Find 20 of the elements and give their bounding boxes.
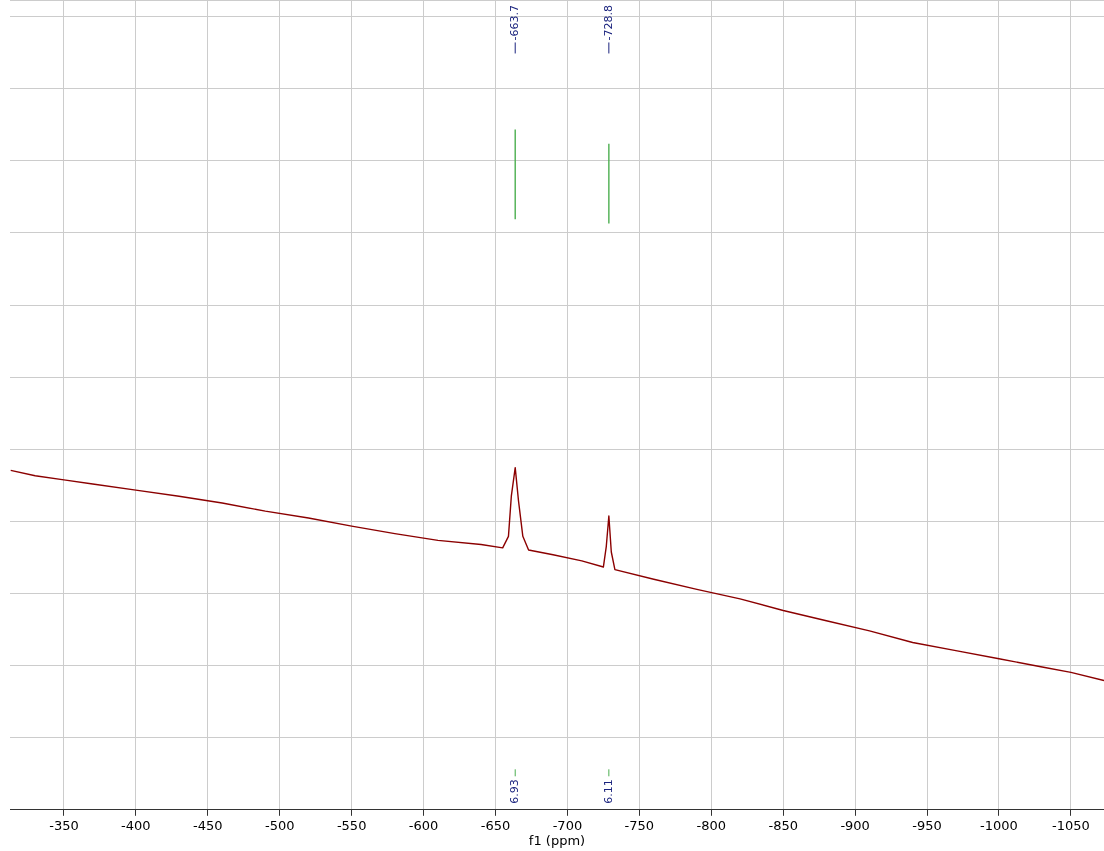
x-tick-label: -1000: [980, 817, 1018, 833]
x-tick-label: -400: [121, 817, 151, 833]
annotation: 6.93: [508, 779, 522, 804]
x-tick-label: -600: [408, 817, 439, 833]
x-tick-label: -550: [336, 817, 367, 833]
x-tick-label: -650: [480, 817, 511, 833]
x-axis-title: f1 (ppm): [528, 832, 586, 848]
x-tick-label: -1050: [1052, 817, 1090, 833]
x-tick-label: -500: [264, 817, 295, 833]
ref-line-label: -728.8: [601, 5, 615, 41]
x-tick-label: -900: [840, 817, 870, 833]
x-tick-label: -350: [49, 817, 79, 833]
x-tick-label: -750: [624, 817, 655, 833]
x-tick-label: -450: [193, 817, 223, 833]
x-tick-label: -950: [912, 817, 942, 833]
ref-line-label: -663.7: [508, 5, 522, 41]
x-tick-label: -850: [768, 817, 798, 833]
x-tick-label: -700: [552, 817, 583, 833]
annotation: 6.11: [601, 779, 615, 804]
x-tick-label: -800: [696, 817, 727, 833]
